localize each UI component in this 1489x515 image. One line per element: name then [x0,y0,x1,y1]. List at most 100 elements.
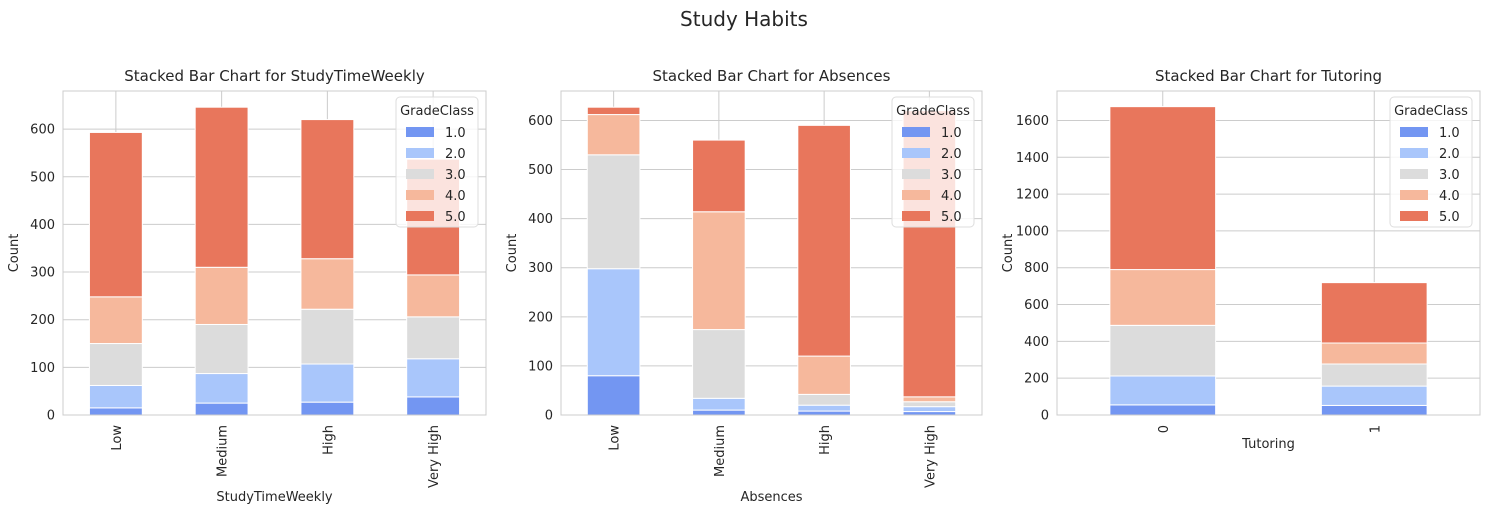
legend-swatch [902,190,930,200]
legend-swatch [406,190,434,200]
x-tick-label: Medium [713,425,728,477]
bar-segment-very-high-grade-3-0 [902,401,957,408]
y-tick-label: 200 [30,313,55,328]
bar-segment-very-high-grade-1-0 [406,396,461,416]
legend-label: 3.0 [1439,168,1460,183]
bar-segment-0-grade-4-0 [1109,269,1217,326]
y-tick-label: 300 [30,266,55,281]
y-tick-label: 1000 [1016,224,1049,239]
y-tick-label: 0 [545,409,553,424]
bar-segment-low-grade-5-0 [586,106,641,116]
x-tick-label: Medium [216,425,231,477]
bar-segment-high-grade-2-0 [797,404,851,412]
legend-label: 1.0 [445,126,466,141]
y-tick-label: 400 [528,212,553,227]
legend-swatch [1400,127,1428,137]
bar-segment-high-grade-3-0 [797,393,851,406]
bar-segment-1-grade-2-0 [1320,385,1428,406]
y-tick-label: 0 [47,409,55,424]
legend-label: 2.0 [941,147,962,162]
x-axis-label: Absences [740,490,802,505]
legend-label: 2.0 [445,147,466,162]
axes-frame [1056,90,1481,416]
bar-segment-1-grade-3-0 [1320,363,1428,387]
bar-segment-high-grade-1-0 [797,410,851,416]
legend-swatch [406,169,434,179]
y-tick-label: 1400 [1016,151,1049,166]
y-tick-label: 400 [30,218,55,233]
legend-swatch [406,127,434,137]
chart-title: Stacked Bar Chart for StudyTimeWeekly [124,67,425,85]
bar-segment-high-grade-5-0 [797,124,851,357]
bar-segment-medium-grade-2-0 [692,397,746,411]
bar-segment-very-high-grade-4-0 [902,396,957,403]
legend-label: 4.0 [445,189,466,204]
legend-label: 4.0 [1439,189,1460,204]
bar-segment-high-grade-2-0 [300,363,355,403]
x-tick-label: Low [110,425,125,451]
chart-panel-2: 0 100 200 300 400 500 600 Low Medium High Very Hig… [505,67,983,505]
legend-label: 3.0 [445,168,466,183]
y-axis-label: Count [1001,234,1016,273]
bar-segment-low-grade-3-0 [586,154,641,270]
bar-segment-high-grade-4-0 [300,258,355,310]
legend-title: GradeClass [896,104,970,119]
axes-frame [62,90,487,416]
legend-swatch [406,211,434,221]
bar-segment-low-grade-1-0 [88,407,143,416]
y-axis-label: Count [7,234,22,273]
y-tick-label: 800 [1024,261,1049,276]
legend-label: 3.0 [941,168,962,183]
x-tick-label: High [818,425,833,455]
y-tick-label: 600 [528,114,553,129]
bar-segment-1-grade-5-0 [1320,282,1428,344]
legend-swatch [1400,169,1428,179]
bar-segment-medium-grade-5-0 [692,139,746,213]
x-axis-label: StudyTimeWeekly [216,490,333,505]
bar-segment-medium-grade-5-0 [194,106,249,268]
x-tick-label: High [321,425,336,455]
x-tick-label: Very High [427,425,442,488]
legend-swatch [902,169,930,179]
legend-label: 4.0 [941,189,962,204]
y-tick-label: 1600 [1016,114,1049,129]
bar-segment-0-grade-2-0 [1109,375,1217,406]
x-tick-label: 1 [1368,425,1383,433]
y-tick-label: 200 [528,310,553,325]
legend: GradeClass 1.0 2.0 3.0 4.0 5.0 [395,96,479,228]
bar-segment-very-high-grade-2-0 [406,358,461,398]
bar-segment-very-high-grade-1-0 [902,411,957,416]
chart-title: Stacked Bar Chart for Absences [653,67,891,85]
legend-swatch [406,148,434,158]
bar-segment-low-grade-1-0 [586,375,641,416]
x-tick-label: Very High [923,425,938,488]
y-tick-label: 600 [30,123,55,138]
bar-segment-medium-grade-4-0 [194,266,249,325]
y-tick-label: 200 [1024,372,1049,387]
bar-segment-high-grade-3-0 [300,308,355,365]
legend-swatch [902,148,930,158]
bar-segment-0-grade-1-0 [1109,404,1217,416]
legend-swatch [1400,211,1428,221]
figure-title: Study Habits [680,7,808,31]
y-tick-label: 300 [528,261,553,276]
bar-segment-very-high-grade-3-0 [406,316,461,360]
legend-label: 5.0 [445,210,466,225]
x-tick-label: Low [608,425,623,451]
legend-swatch [902,211,930,221]
y-tick-label: 400 [1024,335,1049,350]
x-axis-label: Tutoring [1241,437,1295,452]
chart-panel-1: 0 100 200 300 400 500 600 Low Medium High Very Hig… [7,67,487,505]
legend-label: 2.0 [1439,147,1460,162]
legend-label: 1.0 [1439,126,1460,141]
chart-title: Stacked Bar Chart for Tutoring [1155,67,1382,85]
bar-segment-high-grade-5-0 [300,119,355,260]
bar-segment-medium-grade-4-0 [692,211,746,331]
bar-segment-medium-grade-1-0 [692,409,746,416]
axes-frame [560,90,983,416]
y-tick-label: 600 [1024,298,1049,313]
bar-segment-medium-grade-1-0 [194,402,249,416]
legend: GradeClass 1.0 2.0 3.0 4.0 5.0 [891,96,975,228]
legend-swatch [1400,190,1428,200]
